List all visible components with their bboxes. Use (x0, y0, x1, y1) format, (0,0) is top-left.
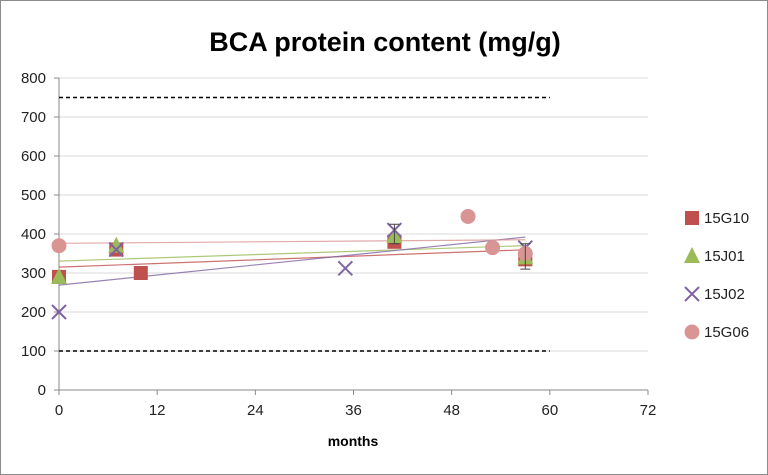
legend-label-15G10: 15G10 (704, 210, 749, 227)
legend-label-15G06: 15G06 (704, 324, 749, 341)
y-tick-label: 500 (21, 187, 46, 204)
y-tick-label: 200 (21, 304, 46, 321)
x-tick-label: 60 (541, 402, 558, 419)
legend-label-15J02: 15J02 (704, 286, 745, 303)
data-point-15J02 (51, 304, 67, 320)
y-tick-label: 400 (21, 226, 46, 243)
data-point-15G06 (460, 208, 476, 224)
x-tick-label: 0 (55, 402, 63, 419)
data-point-15J02 (108, 241, 124, 258)
data-point-15J01 (51, 267, 67, 284)
y-tick-label: 100 (21, 343, 46, 360)
x-tick-label: 48 (443, 402, 460, 419)
trendline-15G06 (58, 239, 526, 244)
y-tick-label: 300 (21, 265, 46, 282)
chart-title: BCA protein content (mg/g) (209, 27, 560, 57)
trendline-15J01 (58, 245, 526, 262)
trendline-15J02 (58, 236, 526, 286)
data-point-15G06 (485, 240, 501, 256)
x-tick-label: 36 (345, 402, 362, 419)
legend-marker-15G10 (685, 211, 699, 225)
x-tick-label: 12 (149, 402, 166, 419)
x-tick-label: 24 (247, 402, 264, 419)
trendline-15G10 (58, 249, 526, 268)
y-tick-label: 700 (21, 109, 46, 126)
legend-marker-15J01 (684, 247, 700, 263)
data-point-15G10 (133, 266, 148, 280)
data-point-15J01 (108, 236, 125, 253)
y-tick-label: 800 (21, 70, 46, 87)
x-tick-label: 72 (640, 402, 657, 419)
legend-marker-15G06 (684, 324, 700, 340)
x-axis-label: months (328, 433, 379, 449)
data-point-15J02 (337, 260, 354, 277)
legend-marker-15J02 (684, 286, 700, 302)
data-point-15G06 (51, 238, 67, 254)
y-tick-label: 0 (38, 382, 46, 399)
y-tick-label: 600 (21, 148, 46, 165)
legend-label-15J01: 15J01 (704, 248, 745, 265)
